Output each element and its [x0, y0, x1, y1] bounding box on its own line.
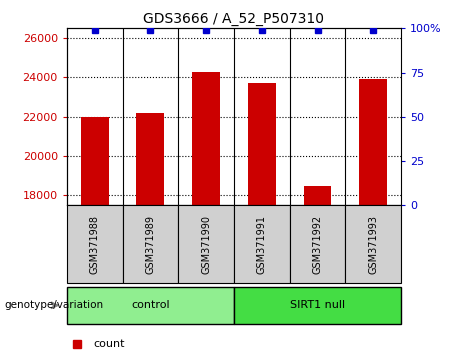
Bar	[192, 72, 220, 205]
Bar	[123, 205, 178, 283]
Text: GSM371988: GSM371988	[90, 215, 100, 274]
Bar	[67, 287, 234, 324]
Text: GSM371992: GSM371992	[313, 215, 323, 274]
Bar	[290, 205, 345, 283]
Text: GSM371989: GSM371989	[145, 215, 155, 274]
Text: control: control	[131, 300, 170, 310]
Text: GSM371990: GSM371990	[201, 215, 211, 274]
Text: GSM371993: GSM371993	[368, 215, 378, 274]
Text: SIRT1 null: SIRT1 null	[290, 300, 345, 310]
Bar	[234, 205, 290, 283]
Text: genotype/variation: genotype/variation	[5, 300, 104, 310]
Bar	[178, 205, 234, 283]
Bar	[304, 185, 331, 205]
Bar	[248, 84, 276, 205]
Bar	[136, 113, 164, 205]
Bar	[345, 205, 401, 283]
Bar	[359, 79, 387, 205]
Bar	[67, 205, 123, 283]
Bar	[81, 117, 109, 205]
Text: GSM371991: GSM371991	[257, 215, 267, 274]
Text: count: count	[94, 339, 125, 349]
Title: GDS3666 / A_52_P507310: GDS3666 / A_52_P507310	[143, 12, 325, 26]
Bar	[234, 287, 401, 324]
